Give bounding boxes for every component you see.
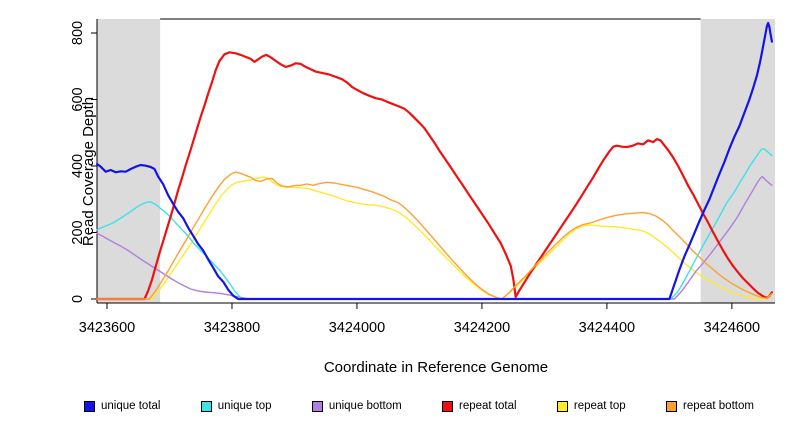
- legend-label: repeat total: [459, 400, 517, 412]
- series-line-repeat-bottom: [96, 171, 773, 300]
- series-line-repeat-top: [96, 176, 773, 300]
- legend-label: unique top: [217, 400, 272, 412]
- series-line-repeat-total: [95, 51, 774, 301]
- y-tick-label: 800: [70, 21, 86, 45]
- x-tick-label: 3424200: [454, 320, 510, 336]
- legend-swatch-icon: [84, 400, 95, 412]
- legend-item-unique-top: unique top: [200, 400, 272, 412]
- legend-label: unique bottom: [328, 400, 402, 412]
- series-line-unique-top: [96, 147, 773, 300]
- y-tick-label: 200: [70, 220, 86, 244]
- x-tick-label: 3424400: [579, 320, 635, 336]
- legend-item-repeat-top: repeat top: [556, 400, 626, 412]
- y-axis-title: Read Coverage Depth: [80, 96, 98, 246]
- masked-region: [97, 19, 161, 303]
- x-axis-title: Coordinate in Reference Genome: [323, 359, 549, 376]
- y-tick-label: 600: [70, 87, 86, 111]
- legend-item-unique-total: unique total: [84, 400, 160, 412]
- legend-swatch-icon: [665, 400, 677, 412]
- legend-item-repeat-bottom: repeat bottom: [665, 400, 754, 412]
- legend-label: unique total: [101, 400, 161, 412]
- chart-legend: unique total unique top unique bottom repea…: [84, 400, 754, 412]
- y-tick-label: 400: [70, 154, 86, 178]
- x-tick-label: 3424000: [329, 320, 385, 336]
- legend-label: repeat bottom: [682, 400, 754, 412]
- legend-swatch-icon: [442, 400, 454, 412]
- masked-region: [700, 19, 775, 303]
- legend-item-repeat-total: repeat total: [442, 400, 517, 412]
- series-line-unique-bottom: [96, 175, 773, 300]
- x-tick-label: 3424600: [704, 320, 760, 336]
- x-tick-label: 3423600: [79, 320, 135, 336]
- x-tick-label: 3423800: [204, 320, 260, 336]
- legend-swatch-icon: [200, 400, 212, 412]
- legend-swatch-icon: [556, 400, 568, 412]
- legend-label: repeat top: [573, 400, 626, 412]
- series-line-unique-total: [95, 21, 774, 301]
- legend-item-unique-bottom: unique bottom: [311, 400, 402, 412]
- y-tick-label: 0: [70, 295, 86, 303]
- legend-swatch-icon: [311, 400, 323, 412]
